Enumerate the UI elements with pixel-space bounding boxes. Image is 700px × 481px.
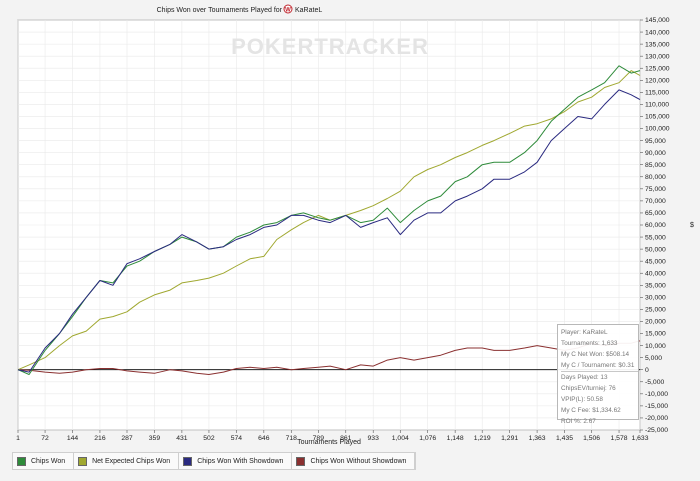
legend-item-net-expected[interactable]: Net Expected Chips Won — [74, 453, 180, 469]
y-tick-label: -5,000 — [645, 379, 664, 386]
y-tick-label: 65,000 — [645, 210, 666, 217]
x-tick-label: 1,076 — [419, 435, 436, 442]
y-tick-label: -25,000 — [645, 427, 668, 434]
legend-swatch — [183, 456, 193, 466]
y-tick-label: 120,000 — [645, 77, 670, 84]
x-tick-label: 933 — [368, 435, 380, 442]
x-tick-label: 1,291 — [501, 435, 518, 442]
legend: Chips Won Net Expected Chips Won Chips W… — [12, 452, 417, 470]
y-tick-label: 85,000 — [645, 162, 666, 169]
y-tick-label: 55,000 — [645, 234, 666, 241]
y-tick-label: 110,000 — [645, 102, 669, 109]
x-tick-label: 574 — [231, 435, 243, 442]
y-tick-label: 105,000 — [645, 114, 670, 121]
x-tick-label: 1,506 — [583, 435, 600, 442]
stats-box: Player: KaRateL Tournaments: 1,633 My C … — [557, 324, 639, 425]
series-line-4 — [17, 340, 641, 375]
stat-per-tournament: My C / Tournament: $0.31 — [561, 362, 635, 369]
x-tick-label: 1,363 — [529, 435, 546, 442]
legend-swatch — [17, 456, 26, 466]
x-tick-label: 431 — [176, 435, 188, 442]
x-tick-label: 789 — [313, 435, 325, 442]
y-tick-label: 125,000 — [645, 65, 670, 72]
y-tick-label: 145,000 — [645, 17, 670, 24]
series-lines — [17, 65, 641, 375]
y-tick-label: 90,000 — [645, 150, 666, 157]
series-line-3 — [17, 89, 641, 373]
player-icon: W — [283, 4, 293, 14]
y-tick-label: 5,000 — [645, 355, 662, 362]
legend-swatch — [78, 456, 88, 466]
y-tick-label: 35,000 — [645, 282, 666, 289]
y-axis-label: $ — [690, 222, 694, 229]
x-tick-label: 144 — [67, 435, 79, 442]
x-tick-label: 1,633 — [631, 435, 648, 442]
stat-tournaments: Tournaments: 1,633 — [561, 340, 618, 347]
y-tick-label: 100,000 — [645, 126, 670, 133]
svg-text:W: W — [285, 8, 291, 14]
legend-label: Chips Won With Showdown — [197, 457, 284, 465]
y-tick-label: 60,000 — [645, 222, 666, 229]
y-tick-label: 20,000 — [645, 319, 666, 326]
y-tick-label: 135,000 — [645, 41, 670, 48]
x-tick-label: 287 — [121, 435, 133, 442]
y-tick-label: 80,000 — [645, 174, 666, 181]
x-tick-label: 1,004 — [392, 435, 409, 442]
stat-net-won: My C Net Won: $508.14 — [561, 351, 630, 358]
stat-roi: ROI %: 2.67 — [561, 418, 596, 425]
legend-item-chips-won[interactable]: Chips Won — [13, 453, 75, 469]
y-tick-label: 40,000 — [645, 270, 666, 277]
x-tick-label: 502 — [203, 435, 215, 442]
y-tick-label: 70,000 — [645, 198, 666, 205]
legend-item-with-showdown[interactable]: Chips Won With Showdown — [179, 453, 293, 469]
watermark: POKERTRACKER — [231, 34, 429, 59]
y-tick-label: -15,000 — [645, 403, 668, 410]
y-tick-label: 130,000 — [645, 53, 670, 60]
y-tick-label: 0 — [645, 367, 649, 374]
y-tick-label: 10,000 — [645, 343, 666, 350]
legend-label: Chips Won Without Showdown — [310, 457, 407, 465]
x-tick-label: 1,148 — [447, 435, 464, 442]
x-tick-label: 646 — [258, 435, 270, 442]
x-tick-label: 718 — [286, 435, 298, 442]
x-axis-ticks: 1 72 144 216 287 359 431 502 574 646 718 789 861 933 1… — [16, 430, 649, 442]
stat-vpip: VPIP(L): 50.58 — [561, 396, 603, 403]
chart-title-player: KaRateL — [295, 7, 322, 14]
stat-player: Player: KaRateL — [561, 329, 608, 336]
y-tick-label: 45,000 — [645, 258, 666, 265]
y-tick-label: 75,000 — [645, 186, 666, 193]
legend-label: Net Expected Chips Won — [92, 457, 171, 465]
y-tick-label: 115,000 — [645, 90, 669, 97]
y-tick-label: 30,000 — [645, 295, 666, 302]
x-tick-label: 359 — [149, 435, 161, 442]
y-tick-label: -10,000 — [645, 391, 668, 398]
legend-item-without-showdown[interactable]: Chips Won Without Showdown — [292, 453, 416, 469]
x-axis-label: Tournaments Played — [297, 439, 361, 446]
x-tick-label: 1,578 — [611, 435, 628, 442]
x-tick-label: 72 — [41, 435, 49, 442]
legend-swatch — [296, 456, 306, 466]
y-tick-label: 50,000 — [645, 246, 666, 253]
x-tick-label: 1,435 — [556, 435, 573, 442]
stat-chipsev: ChipsEV/turniej: 76 — [561, 385, 616, 392]
y-tick-label: 15,000 — [645, 331, 666, 338]
x-tick-label: 1 — [16, 435, 20, 442]
y-tick-label: 95,000 — [645, 138, 666, 145]
x-tick-label: 861 — [340, 435, 352, 442]
chart-title: Chips Won over Tournaments Played for — [157, 7, 283, 14]
stat-days-played: Days Played: 13 — [561, 371, 638, 383]
x-tick-label: 216 — [94, 435, 106, 442]
x-tick-label: 1,219 — [474, 435, 491, 442]
y-tick-label: -20,000 — [645, 415, 668, 422]
y-tick-label: 25,000 — [645, 307, 666, 314]
y-axis-ticks: 145,000 140,000 135,000 130,000 125,000 120,0… — [640, 17, 670, 434]
stat-fee: My C Fee: $1,334.62 — [561, 407, 621, 414]
grid-lines — [17, 19, 641, 431]
y-tick-label: 140,000 — [645, 29, 670, 36]
legend-label: Chips Won — [31, 457, 66, 465]
